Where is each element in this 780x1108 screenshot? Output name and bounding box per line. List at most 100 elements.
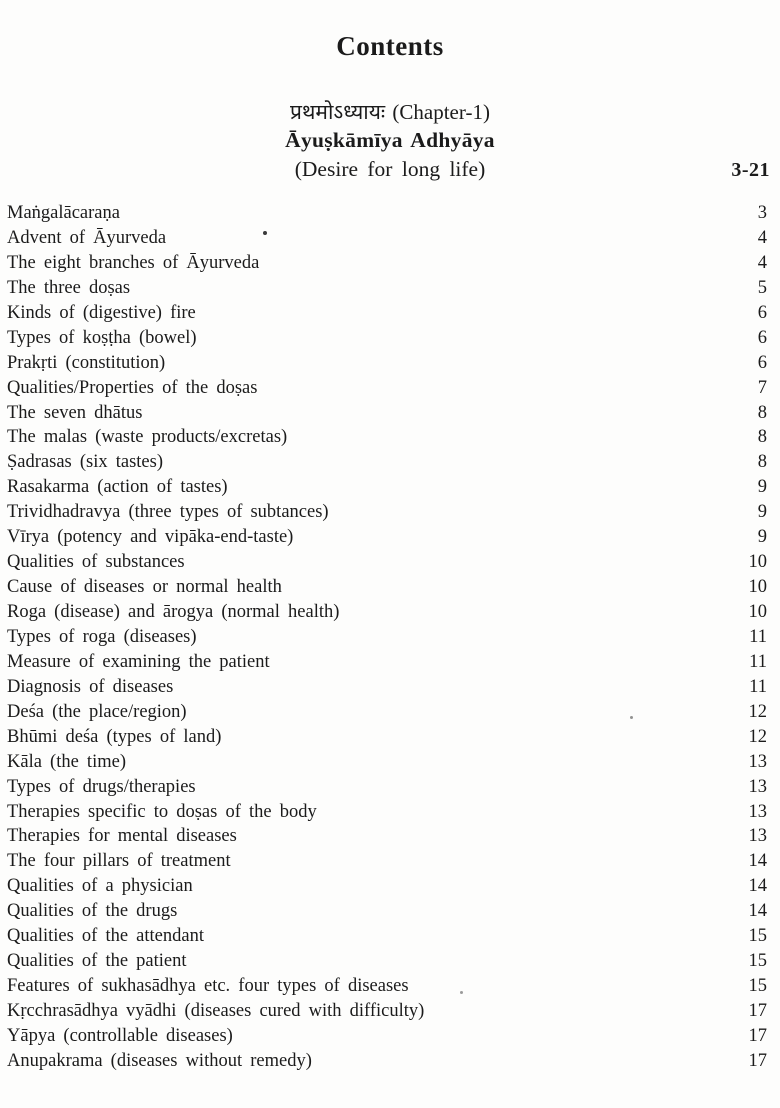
toc-entry-page: 15 [748,951,768,972]
toc-row: Therapies specific to doṣas of the body … [7,802,767,827]
toc-entry-page: 12 [748,726,768,747]
toc-entry-page: 6 [757,352,767,373]
toc-row: Yāpya (controllable diseases) 17 [7,1026,767,1051]
chapter-subtitle: (Desire for long life) [294,157,486,181]
chapter-page-range: 3-21 [731,159,770,181]
toc-row: Bhūmi deśa (types of land) 12 [7,727,767,752]
toc-row: Advent of Āyurveda 4 [7,228,767,253]
toc-entry-label: Rasakarma (action of tastes) [7,477,228,498]
toc-entry-label: Qualities of a physician [7,876,193,897]
toc-entry-label: Features of sukhasādhya etc. four types … [7,976,409,997]
toc-entry-page: 13 [748,826,768,847]
toc-entry-label: Prakṛti (constitution) [7,352,166,373]
toc-row: Qualities of a physician 14 [7,876,767,901]
toc-entry-page: 9 [757,527,767,548]
toc-entry-page: 17 [748,1025,768,1046]
toc-row: Features of sukhasādhya etc. four types … [7,976,767,1001]
toc-row: Qualities of the patient 15 [7,951,767,976]
toc-row: Diagnosis of diseases 11 [7,677,767,702]
toc-entry-label: Kṛcchrasādhya vyādhi (diseases cured wit… [7,1001,425,1021]
toc-entry-label: Diagnosis of diseases [7,676,174,697]
toc-row: Rasakarma (action of tastes) 9 [7,477,767,502]
toc-row: Types of drugs/therapies 13 [7,777,767,802]
toc-entry-page: 6 [757,327,767,348]
toc-entry-page: 10 [748,602,768,622]
toc-row: Types of roga (diseases) 11 [7,627,767,652]
toc-entry-page: 6 [757,302,767,323]
toc-entry-page: 15 [748,926,768,947]
toc-entry-label: Roga (disease) and ārogya (normal health… [7,602,340,622]
toc-entry-page: 13 [748,776,768,797]
chapter-sanskrit-title: प्रथमोऽध्यायः (Chapter-1) [290,100,490,124]
toc-entry-label: Qualities of the patient [7,951,187,972]
toc-entry-label: The three doṣas [7,277,131,298]
toc-row: Vīrya (potency and vipāka-end-taste) 9 [7,527,767,552]
toc-entry-label: Bhūmi deśa (types of land) [7,726,222,747]
toc-entry-page: 11 [749,651,767,672]
toc-entry-page: 10 [748,552,768,573]
toc-row: The four pillars of treatment 14 [7,851,767,876]
chapter-subtitle-row: (Desire for long life) 3-21 [0,155,780,186]
toc-entry-page: 4 [757,252,767,273]
toc-row: Qualities of substances 10 [7,552,767,577]
scan-artifact-dot [263,231,267,235]
toc-row: The three doṣas 5 [7,278,767,303]
toc-row: Kāla (the time) 13 [7,752,767,777]
toc-entry-page: 15 [748,976,768,997]
toc-row: Deśa (the place/region) 12 [7,702,767,727]
toc-entry-label: Deśa (the place/region) [7,701,187,722]
toc-entry-label: Yāpya (controllable diseases) [7,1025,233,1046]
toc-entry-label: Maṅgalācaraṇa [7,203,120,223]
chapter-title: Āyuṣkāmīya Adhyāya [285,128,495,152]
toc-row: Measure of examining the patient 11 [7,652,767,677]
toc-entry-page: 17 [748,1050,768,1071]
toc-entry-label: Therapies specific to doṣas of the body [7,801,317,822]
toc-entry-label: Kāla (the time) [7,751,126,772]
toc-row: The seven dhātus 8 [7,403,767,428]
toc-row: Kinds of (digestive) fire 6 [7,303,767,328]
scan-artifact-dot [630,716,633,719]
scan-artifact-dot [460,991,463,994]
toc-entry-label: Kinds of (digestive) fire [7,302,196,323]
toc-row: The malas (waste products/excretas) 8 [7,427,767,452]
toc-entry-label: Types of roga (diseases) [7,626,197,647]
toc-row: Maṅgalācaraṇa 3 [7,203,767,228]
toc-entry-page: 8 [757,427,767,448]
toc-entry-label: The eight branches of Āyurveda [7,252,260,273]
toc-entry-page: 3 [757,203,767,223]
toc-entry-page: 11 [749,676,767,697]
toc-row: Therapies for mental diseases 13 [7,826,767,851]
toc-entry-label: Qualities/Properties of the doṣas [7,377,258,398]
toc-entry-page: 10 [748,577,768,598]
toc-entry-page: 7 [757,377,767,398]
toc-row: Ṣadrasas (six tastes) 8 [7,452,767,477]
toc-entry-label: Qualities of substances [7,552,185,573]
toc-row: Qualities/Properties of the doṣas 7 [7,378,767,403]
toc-entry-page: 9 [757,502,767,523]
toc-row: Cause of diseases or normal health 10 [7,577,767,602]
toc-entry-page: 8 [757,402,767,423]
toc-row: Qualities of the drugs 14 [7,901,767,926]
toc-entry-page: 14 [748,901,768,922]
toc-row: Prakṛti (constitution) 6 [7,353,767,378]
toc-entry-page: 13 [748,751,768,772]
toc-entry-page: 13 [748,801,768,822]
toc-entry-page: 12 [748,701,768,722]
toc-entry-page: 17 [748,1001,768,1021]
chapter-heading: प्रथमोऽध्यायः (Chapter-1) Āyuṣkāmīya Adh… [0,99,780,186]
toc-row: Trividhadravya (three types of subtances… [7,502,767,527]
toc-entry-label: Advent of Āyurveda [7,227,167,248]
toc-entry-label: Therapies for mental diseases [7,826,237,847]
toc-row: Kṛcchrasādhya vyādhi (diseases cured wit… [7,1001,767,1026]
toc-entry-page: 14 [748,876,768,897]
toc-row: Roga (disease) and ārogya (normal health… [7,602,767,627]
toc-entry-page: 8 [757,452,767,473]
toc-entry-label: The malas (waste products/excretas) [7,427,288,448]
toc-entry-label: Types of koṣṭha (bowel) [7,327,197,348]
toc-row: Qualities of the attendant 15 [7,926,767,951]
toc-entry-page: 5 [757,277,767,298]
toc-row: The eight branches of Āyurveda 4 [7,253,767,278]
toc-entry-page: 9 [757,477,767,498]
toc-entry-label: Qualities of the drugs [7,901,178,922]
